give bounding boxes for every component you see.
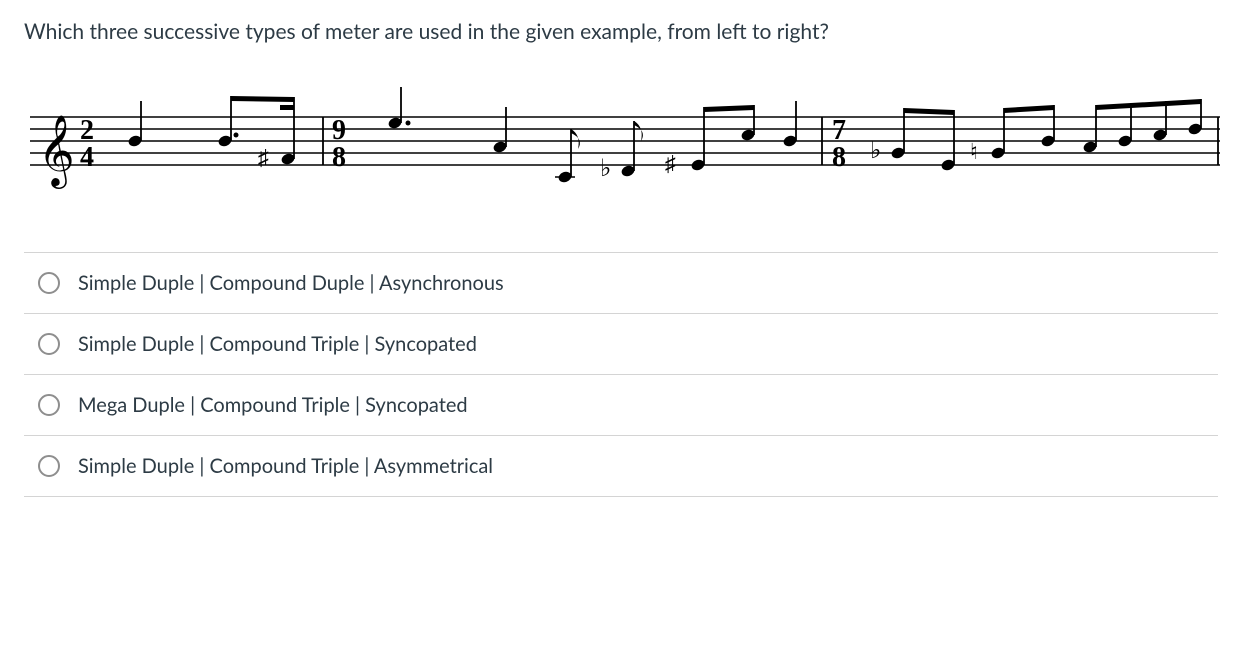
svg-text:𝄞: 𝄞 (38, 115, 75, 189)
option-row[interactable]: Simple Duple | Compound Triple | Syncopa… (24, 314, 1218, 375)
option-label: Mega Duple | Compound Triple | Syncopate… (78, 393, 468, 417)
radio-icon[interactable] (38, 394, 60, 416)
svg-text:♮: ♮ (970, 139, 978, 164)
svg-text:♯: ♯ (258, 145, 269, 170)
option-label: Simple Duple | Compound Duple | Asynchro… (78, 271, 504, 295)
svg-text:8: 8 (832, 142, 846, 173)
svg-text:♭: ♭ (600, 156, 611, 182)
radio-icon[interactable] (38, 333, 60, 355)
music-staff: 𝄞249878♯♭♯♭♮ (24, 72, 1218, 212)
radio-icon[interactable] (38, 272, 60, 294)
music-notation-svg: 𝄞249878♯♭♯♭♮ (30, 72, 1220, 212)
svg-text:♯: ♯ (665, 151, 676, 176)
option-row[interactable]: Simple Duple | Compound Triple | Asymmet… (24, 436, 1218, 497)
radio-icon[interactable] (38, 455, 60, 477)
option-row[interactable]: Mega Duple | Compound Triple | Syncopate… (24, 375, 1218, 436)
question-text: Which three successive types of meter ar… (24, 16, 1218, 48)
options-list: Simple Duple | Compound Duple | Asynchro… (24, 252, 1218, 497)
option-label: Simple Duple | Compound Triple | Syncopa… (78, 332, 477, 356)
option-label: Simple Duple | Compound Triple | Asymmet… (78, 454, 493, 478)
svg-text:4: 4 (80, 142, 94, 173)
option-row[interactable]: Simple Duple | Compound Duple | Asynchro… (24, 253, 1218, 314)
svg-text:8: 8 (332, 142, 346, 173)
svg-text:♭: ♭ (870, 138, 881, 164)
